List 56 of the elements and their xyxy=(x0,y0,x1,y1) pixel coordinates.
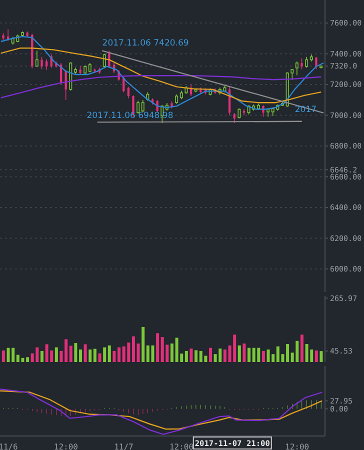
candlestick xyxy=(40,56,43,70)
bar xyxy=(118,347,121,362)
candlestick xyxy=(233,112,236,124)
bar xyxy=(300,334,304,362)
bar xyxy=(190,348,193,362)
bar xyxy=(79,350,82,362)
x-tick-label: 12:00 xyxy=(285,442,310,450)
x-tick-label: 12:00 xyxy=(54,442,78,450)
bar xyxy=(69,346,72,362)
bar xyxy=(136,344,140,362)
candlestick xyxy=(136,100,140,114)
annotation: 2017.11.06 7420.69 xyxy=(102,38,189,49)
x-tick-label: 12:00 xyxy=(169,442,194,450)
candlestick xyxy=(46,58,48,70)
bar xyxy=(238,345,241,362)
bar xyxy=(320,351,323,362)
bar xyxy=(170,344,174,362)
x-tick-label: 11/7 xyxy=(114,442,134,450)
bar xyxy=(248,348,251,362)
annotation: 2017. xyxy=(294,104,320,115)
bar xyxy=(209,348,212,362)
candlestick xyxy=(102,53,106,69)
candlestick xyxy=(300,58,303,70)
bar xyxy=(112,350,116,362)
bar xyxy=(60,350,63,362)
bar xyxy=(64,339,68,362)
candlestick xyxy=(295,61,298,76)
bar xyxy=(93,348,96,362)
bar xyxy=(156,333,160,362)
bar xyxy=(108,345,111,362)
bar xyxy=(2,350,5,362)
bar xyxy=(40,350,44,362)
bar xyxy=(84,344,87,362)
candlestick xyxy=(156,99,158,113)
bar xyxy=(74,343,78,362)
bar xyxy=(26,357,30,362)
candlestick xyxy=(175,94,178,104)
bar xyxy=(262,350,265,362)
candlestick xyxy=(141,99,144,113)
candlestick xyxy=(315,56,318,70)
bar xyxy=(242,344,246,362)
bar xyxy=(314,350,318,362)
candlestick xyxy=(305,56,308,68)
candlestick xyxy=(35,50,38,68)
bar xyxy=(132,336,135,362)
bar xyxy=(194,350,198,362)
bar xyxy=(88,350,92,362)
bar xyxy=(54,347,58,362)
candlestick xyxy=(88,62,92,73)
bar xyxy=(142,326,145,362)
bar xyxy=(223,350,226,362)
bar xyxy=(98,353,102,362)
bar xyxy=(184,350,188,362)
bar xyxy=(286,344,290,362)
bar xyxy=(103,347,106,362)
candlestick xyxy=(238,108,241,119)
